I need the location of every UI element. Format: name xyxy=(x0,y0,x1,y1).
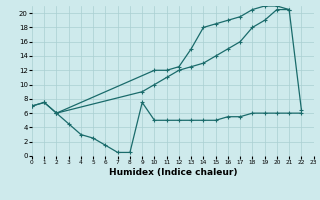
X-axis label: Humidex (Indice chaleur): Humidex (Indice chaleur) xyxy=(108,168,237,177)
